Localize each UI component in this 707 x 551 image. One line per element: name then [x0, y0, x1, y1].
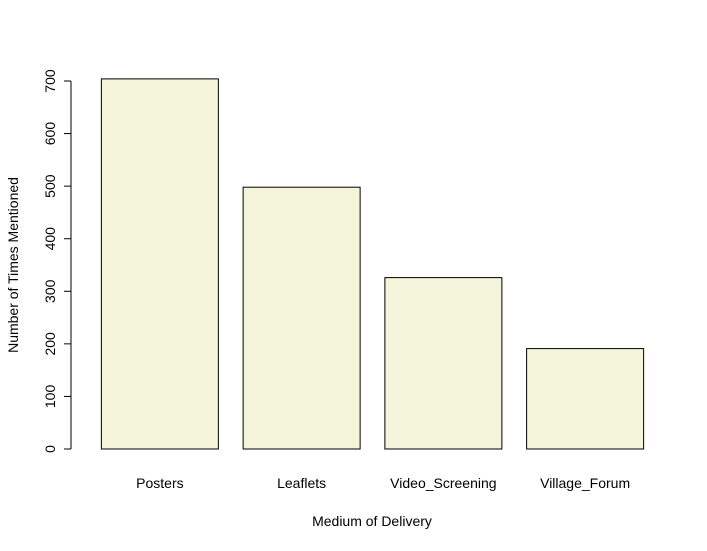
y-tick-label: 400 — [42, 227, 58, 251]
y-axis: 0 100 200 300 400 500 600 700 — [42, 69, 72, 453]
y-tick-label: 0 — [42, 445, 58, 453]
x-category-label: Video_Screening — [390, 475, 496, 491]
y-tick-label: 700 — [42, 69, 58, 93]
bar-leaflets — [242, 186, 361, 450]
y-tick-label: 100 — [42, 385, 58, 409]
x-category-label: Leaflets — [277, 475, 326, 491]
y-tick-label: 300 — [42, 279, 58, 303]
bar-video-screening — [384, 277, 503, 450]
x-axis-title: Medium of Delivery — [312, 513, 432, 529]
y-tick-label: 500 — [42, 174, 58, 198]
x-axis-labels: Posters Leaflets Video_Screening Village_Fo… — [136, 475, 630, 491]
y-tick-label: 600 — [42, 122, 58, 146]
bar-village-forum — [526, 348, 645, 450]
y-axis-title: Number of Times Mentioned — [5, 177, 21, 353]
bars — [100, 78, 645, 450]
x-category-label: Village_Forum — [540, 475, 630, 491]
y-tick-label: 200 — [42, 332, 58, 356]
x-category-label: Posters — [136, 475, 183, 491]
bar-posters — [100, 78, 219, 450]
